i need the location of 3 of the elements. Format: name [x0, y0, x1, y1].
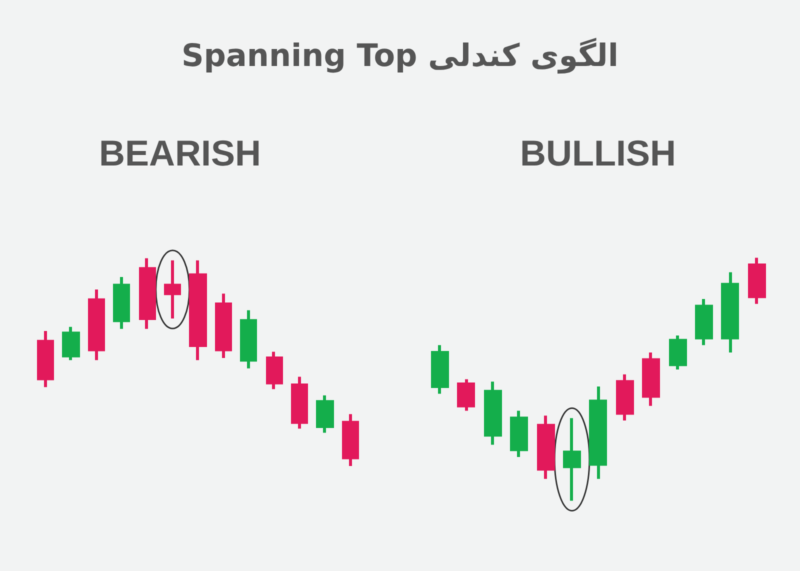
chart-title: BEARISH: [98, 132, 262, 174]
text: الگوی کندلی Spanning Top: [180, 36, 620, 76]
chart-title: BULLISH: [520, 132, 676, 174]
